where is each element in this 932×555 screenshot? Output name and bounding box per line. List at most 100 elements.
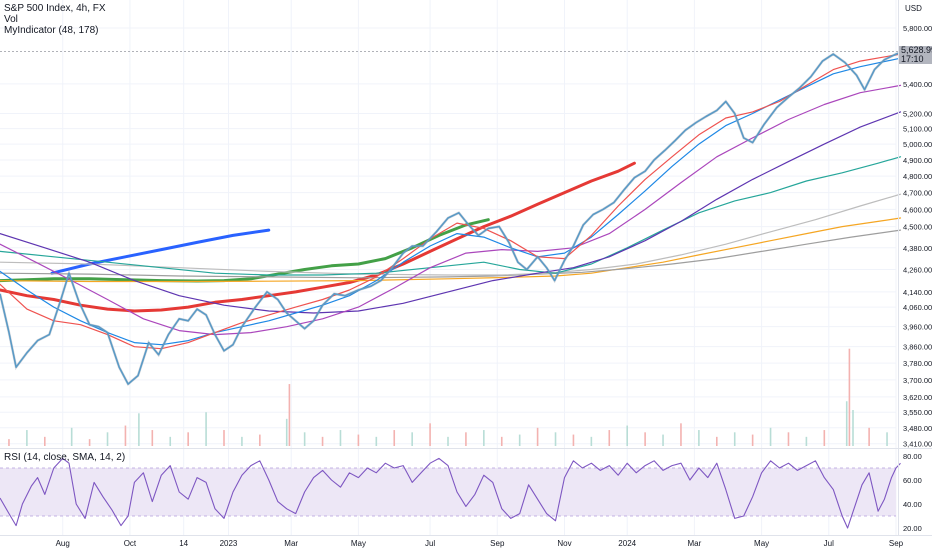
volume-bar [151,430,154,446]
price-tick-label: 4,380.00 [903,244,932,253]
volume-bar [124,425,127,446]
volume-bar [626,425,628,446]
volume-bar [138,413,140,446]
volume-bar [288,384,291,446]
volume-bar [26,430,28,446]
time-tick-label: Aug [56,539,70,548]
volume-bar [751,434,754,446]
time-tick-label: Jul [824,539,834,548]
price-tick-label: 4,500.00 [903,223,932,232]
indicator-legend[interactable]: MyIndicator (48, 178) [4,25,99,36]
price-tick-label: 5,000.00 [903,140,932,149]
volume-bar [805,436,808,446]
volume-bar [447,436,449,446]
time-tick-label: Sep [889,539,904,548]
rsi-band [0,468,896,516]
volume-bar [886,432,888,446]
rsi-line [0,457,901,529]
volume-bar [823,430,826,446]
volume-bar [680,423,682,446]
indicator-series-line [0,161,636,313]
time-axis[interactable]: Aug Oct 14 2023 Mar May Jul Sep Nov 2024 Mar May Jul… [56,539,904,548]
volume-bar [259,434,261,446]
volume-bar [868,427,870,446]
volume-bar [465,432,467,446]
price-tick-label: 4,140.00 [903,288,932,297]
time-tick-label: Mar [284,539,298,548]
indicator-series-line [0,229,902,279]
volume-bar [483,430,485,446]
volume-bar [787,432,790,446]
price-tick-label: 5,100.00 [903,125,932,134]
price-tick-label: 3,480.00 [903,424,932,433]
price-tick-label: 3,410.00 [903,440,932,449]
indicator-series-line [0,193,902,276]
volume-bar [241,436,243,446]
last-price-value: 5,628.99 [901,45,932,55]
volume-bar [106,432,109,446]
price-tick-label: 5,200.00 [903,109,932,118]
price-tick-label: 3,700.00 [903,376,932,385]
price-tick-label: 3,550.00 [903,408,932,417]
price-axis[interactable]: USD 5,800.00 5,400.00 5,200.00 5,100.00 5,000… [903,4,932,449]
volume-bar [357,434,360,446]
rsi-tick-label: 20.00 [903,524,922,533]
rsi-legend[interactable]: RSI (14, close, SMA, 14, 2) [4,452,126,463]
price-tick-label: 3,620.00 [903,393,932,402]
volume-bar [769,427,772,446]
volume-bar [187,432,189,446]
volume-bar [518,434,521,446]
price-tick-label: 5,800.00 [903,24,932,33]
volume-bar [429,423,431,446]
volume-bar [223,430,225,446]
volume-bar [500,436,503,446]
volume-bar [698,430,700,446]
volume-bar [321,436,324,446]
time-tick-label: Oct [124,539,137,548]
volume-legend[interactable]: Vol [4,14,18,25]
volume-bar [852,410,854,446]
volume-bar [554,432,557,446]
indicator-series-line [0,111,902,314]
price-tick-label: 4,900.00 [903,156,932,165]
volume-bar [88,439,91,446]
volume-bar [8,439,10,446]
price-tick-label: 4,260.00 [903,266,932,275]
price-layer [0,50,904,387]
price-tick-label: 4,700.00 [903,189,932,198]
volume-bar [848,348,851,446]
price-tick-label: 4,060.00 [903,303,932,312]
volume-bar [411,432,413,446]
volume-bar [644,432,646,446]
volume-bar [285,418,288,446]
indicator-series-line [0,156,902,276]
time-tick-label: 2024 [618,539,636,548]
price-tick-label: 4,800.00 [903,172,932,181]
volume-bar [716,436,718,446]
rsi-tick-label: 40.00 [903,500,922,509]
price-line [0,50,904,385]
volume-bar [608,430,611,446]
last-price-badge: 5,628.99 17:10 [899,46,932,64]
volume-bar [339,430,342,446]
symbol-title[interactable]: S&P 500 Index, 4h, FX [4,3,106,14]
volume-bar [303,432,306,446]
volume-bar [70,427,73,446]
time-tick-label: Sep [490,539,505,548]
time-tick-label: 14 [179,539,188,548]
volume-bar [375,436,378,446]
price-tick-label: 4,600.00 [903,205,932,214]
volume-layer [8,348,888,446]
time-tick-label: May [351,539,366,548]
volume-bar [845,401,848,446]
volume-bar [536,427,539,446]
bar-countdown: 17:10 [901,54,924,64]
time-tick-label: Jul [425,539,435,548]
price-tick-label: 5,400.00 [903,80,932,89]
time-tick-label: Nov [557,539,571,548]
volume-bar [44,436,46,446]
rsi-tick-label: 60.00 [903,476,922,485]
price-tick-label: 3,780.00 [903,359,932,368]
